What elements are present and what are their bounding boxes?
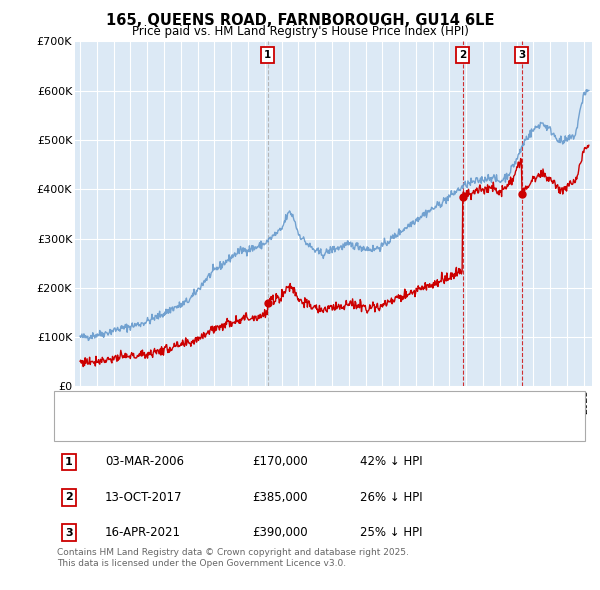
Text: 16-APR-2021: 16-APR-2021 <box>105 526 181 539</box>
Text: 13-OCT-2017: 13-OCT-2017 <box>105 491 182 504</box>
Text: 2: 2 <box>459 50 466 60</box>
Text: 2: 2 <box>65 493 73 502</box>
Text: 25% ↓ HPI: 25% ↓ HPI <box>360 526 422 539</box>
Text: £390,000: £390,000 <box>252 526 308 539</box>
Text: 42% ↓ HPI: 42% ↓ HPI <box>360 455 422 468</box>
Text: £385,000: £385,000 <box>252 491 308 504</box>
Text: 3: 3 <box>65 528 73 537</box>
Text: 165, QUEENS ROAD, FARNBOROUGH, GU14 6LE: 165, QUEENS ROAD, FARNBOROUGH, GU14 6LE <box>106 13 494 28</box>
Text: 3: 3 <box>518 50 525 60</box>
Text: 165, QUEENS ROAD, FARNBOROUGH, GU14 6LE (detached house): 165, QUEENS ROAD, FARNBOROUGH, GU14 6LE … <box>102 401 445 411</box>
Text: 1: 1 <box>65 457 73 467</box>
Text: Price paid vs. HM Land Registry's House Price Index (HPI): Price paid vs. HM Land Registry's House … <box>131 25 469 38</box>
Text: 26% ↓ HPI: 26% ↓ HPI <box>360 491 422 504</box>
Text: HPI: Average price, detached house, Rushmoor: HPI: Average price, detached house, Rush… <box>102 421 347 430</box>
Text: £170,000: £170,000 <box>252 455 308 468</box>
Text: 03-MAR-2006: 03-MAR-2006 <box>105 455 184 468</box>
Text: Contains HM Land Registry data © Crown copyright and database right 2025.
This d: Contains HM Land Registry data © Crown c… <box>57 548 409 568</box>
Text: 1: 1 <box>264 50 271 60</box>
